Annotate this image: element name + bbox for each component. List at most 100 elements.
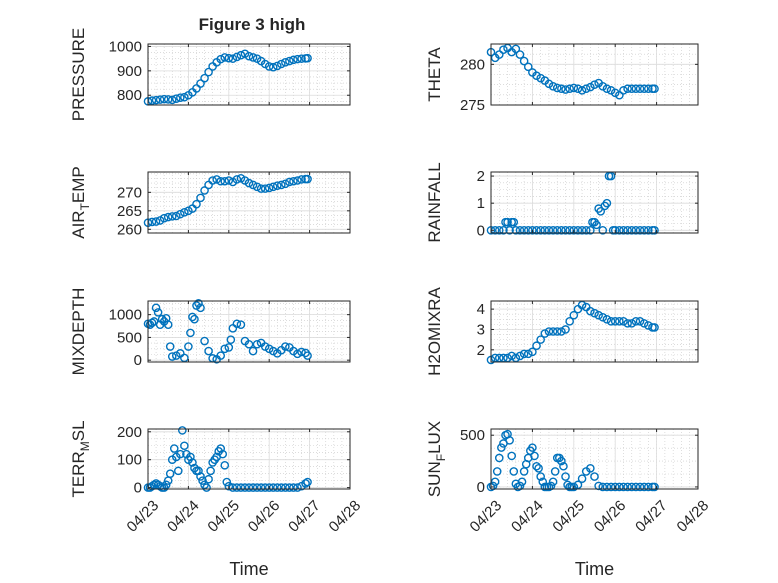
data-point	[503, 217, 512, 227]
data-point	[602, 198, 612, 208]
panel-pressure: 800 900 1000 PRESSURE	[69, 28, 351, 121]
series-sun_flux	[486, 429, 659, 492]
data-point	[244, 339, 254, 349]
data-point	[167, 212, 177, 221]
data-point	[635, 482, 645, 492]
y-axis-label-subscript: T	[78, 202, 92, 210]
data-point	[163, 212, 173, 222]
y-axis-label: TERRMSL	[69, 420, 92, 497]
data-point	[650, 225, 659, 235]
data-point	[157, 314, 167, 324]
data-point	[577, 474, 587, 483]
panel-terr_msl: 0 100 200 04/23 04/24 04/25 04/26 04/27 04/28 Tim…	[69, 420, 364, 579]
y-axis-label-tail: EMP	[69, 166, 88, 203]
y-axis-label-subscript: M	[78, 441, 92, 451]
data-point	[598, 312, 608, 322]
data-point	[577, 225, 587, 235]
data-point	[509, 467, 519, 476]
data-point	[272, 61, 282, 71]
y-axis-label: H2OMIXRA	[425, 286, 444, 375]
data-point	[200, 186, 209, 195]
data-point	[159, 213, 169, 223]
data-point	[519, 56, 529, 66]
data-point	[528, 443, 537, 452]
data-point	[528, 347, 537, 357]
data-point	[639, 84, 649, 94]
data-point	[619, 225, 628, 235]
y-axis-label-tail: LUX	[425, 421, 444, 454]
data-point	[602, 314, 612, 324]
data-point	[212, 175, 221, 184]
data-point	[303, 477, 312, 487]
axes-box	[490, 300, 699, 363]
data-point	[540, 329, 550, 338]
data-point	[301, 479, 310, 488]
data-point	[252, 182, 262, 192]
data-point	[180, 207, 189, 217]
data-point	[244, 51, 254, 61]
data-point	[561, 225, 570, 235]
data-point	[511, 225, 521, 235]
data-point	[509, 217, 519, 227]
data-point	[627, 319, 637, 328]
data-point	[180, 92, 189, 102]
data-point	[289, 483, 298, 492]
x-tick-label: 04/25	[549, 497, 588, 536]
y-tick-label: 0	[134, 352, 142, 369]
data-point	[297, 54, 306, 63]
data-point	[552, 225, 562, 235]
data-point	[565, 84, 574, 94]
data-point	[565, 317, 574, 326]
data-point	[548, 225, 558, 235]
x-tick-label: 04/26	[245, 497, 284, 536]
y-axis-label: MIXDEPTH	[69, 288, 88, 376]
data-point	[515, 351, 525, 361]
data-point	[635, 225, 645, 235]
figure-title: Figure 3 high	[199, 15, 306, 34]
data-point	[639, 225, 649, 235]
axes-background	[491, 44, 698, 105]
axes-background	[491, 172, 698, 233]
y-tick-label: 100	[117, 452, 142, 469]
series-mixdepth	[143, 298, 312, 364]
data-point	[532, 461, 541, 471]
data-point	[492, 467, 502, 476]
data-point	[220, 53, 230, 62]
data-point	[198, 476, 207, 485]
series-terr_msl	[143, 426, 312, 492]
data-point	[623, 482, 632, 492]
data-point	[165, 342, 175, 351]
data-point	[281, 342, 290, 351]
data-point	[544, 225, 554, 235]
data-point	[216, 54, 226, 64]
axes-box	[147, 300, 351, 363]
data-point	[602, 482, 612, 492]
data-point	[200, 73, 209, 83]
data-point	[297, 175, 306, 184]
data-point	[623, 319, 632, 328]
data-point	[159, 94, 169, 104]
x-tick-label: 04/28	[674, 497, 713, 536]
data-point	[532, 341, 541, 351]
data-point	[236, 50, 246, 60]
data-point	[293, 54, 302, 64]
x-tick-label: 04/28	[326, 497, 365, 536]
data-point	[226, 335, 236, 344]
data-point	[236, 483, 246, 492]
data-point	[515, 225, 525, 235]
data-point	[586, 464, 595, 473]
data-point	[499, 45, 508, 54]
y-tick-label: 500	[117, 329, 142, 346]
y-tick-label: 0	[477, 479, 485, 496]
data-point	[171, 211, 181, 221]
data-point	[224, 481, 234, 491]
data-point	[590, 472, 599, 481]
data-point	[297, 347, 306, 357]
data-point	[606, 482, 616, 492]
data-point	[627, 225, 637, 235]
data-point	[569, 83, 579, 93]
data-point	[602, 84, 612, 94]
data-point	[153, 308, 163, 317]
grid	[490, 172, 699, 233]
